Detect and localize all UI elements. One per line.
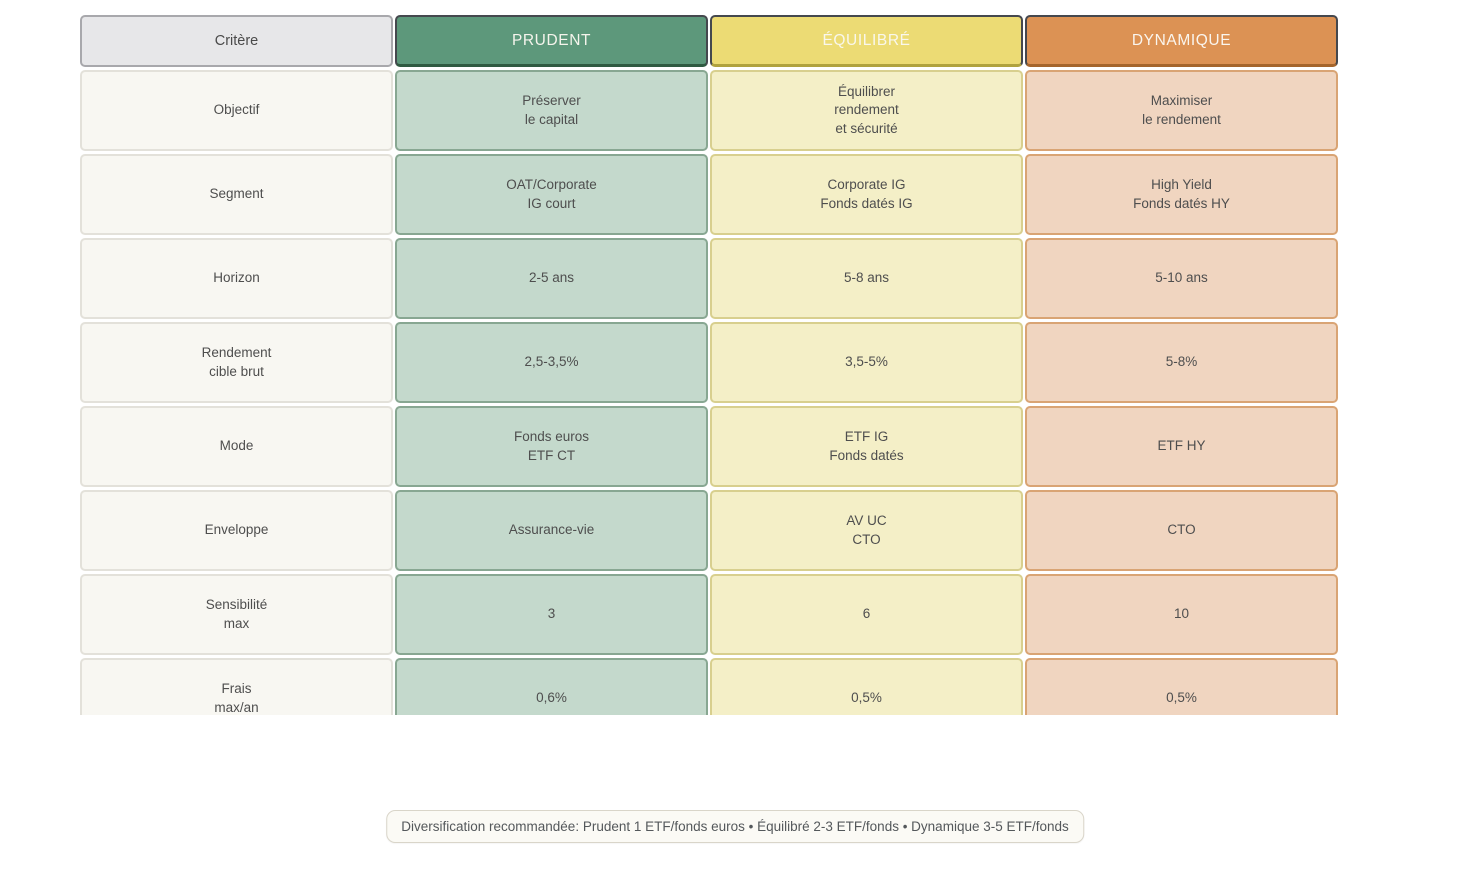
table-row: Frais max/an 0,6% 0,5% 0,5% [80, 658, 1338, 715]
value-cell: Équilibrer rendement et sécurité [710, 70, 1023, 151]
value-cell: 0,5% [710, 658, 1023, 715]
row-label-cell: Mode [80, 406, 393, 487]
column-header-cell: DYNAMIQUE [1025, 15, 1338, 67]
table-row: Sensibilité max 3 6 10 [80, 574, 1338, 655]
value-cell: Fonds euros ETF CT [395, 406, 708, 487]
value-cell: AV UC CTO [710, 490, 1023, 571]
row-label-cell: Enveloppe [80, 490, 393, 571]
value-cell: ETF HY [1025, 406, 1338, 487]
table-row: Rendement cible brut 2,5-3,5% 3,5-5% 5-8% [80, 322, 1338, 403]
comparison-table: Critère PRUDENT ÉQUILIBRÉ DYNAMIQUE Objecti… [78, 12, 1340, 715]
row-label-cell: Segment [80, 154, 393, 235]
value-cell: Assurance-vie [395, 490, 708, 571]
diversification-note-pill: Diversification recommandée: Prudent 1 E… [386, 810, 1084, 843]
value-cell: ETF IG Fonds datés [710, 406, 1023, 487]
row-label-cell: Frais max/an [80, 658, 393, 715]
value-cell: 2,5-3,5% [395, 322, 708, 403]
value-cell: High Yield Fonds datés HY [1025, 154, 1338, 235]
value-cell: Corporate IG Fonds datés IG [710, 154, 1023, 235]
value-cell: 10 [1025, 574, 1338, 655]
value-cell: 3,5-5% [710, 322, 1023, 403]
value-cell: 5-8% [1025, 322, 1338, 403]
comparison-table-clip: Critère PRUDENT ÉQUILIBRÉ DYNAMIQUE Objecti… [78, 12, 1340, 715]
value-cell: 6 [710, 574, 1023, 655]
value-cell: 2-5 ans [395, 238, 708, 319]
value-cell: Maximiser le rendement [1025, 70, 1338, 151]
row-label-cell: Horizon [80, 238, 393, 319]
value-cell: 0,5% [1025, 658, 1338, 715]
row-label-cell: Sensibilité max [80, 574, 393, 655]
value-cell: 5-8 ans [710, 238, 1023, 319]
table-row: Segment OAT/Corporate IG court Corporate I… [80, 154, 1338, 235]
value-cell: 3 [395, 574, 708, 655]
table-row: Objectif Préserver le capital Équilibrer r… [80, 70, 1338, 151]
value-cell: 5-10 ans [1025, 238, 1338, 319]
value-cell: 0,6% [395, 658, 708, 715]
column-header-cell: PRUDENT [395, 15, 708, 67]
table-row: Mode Fonds euros ETF CT ETF IG Fonds datés… [80, 406, 1338, 487]
table-row: Enveloppe Assurance-vie AV UC CTO CTO [80, 490, 1338, 571]
row-label-cell: Rendement cible brut [80, 322, 393, 403]
value-cell: CTO [1025, 490, 1338, 571]
column-header-cell: ÉQUILIBRÉ [710, 15, 1023, 67]
table-row: Horizon 2-5 ans 5-8 ans 5-10 ans [80, 238, 1338, 319]
row-label-cell: Objectif [80, 70, 393, 151]
value-cell: OAT/Corporate IG court [395, 154, 708, 235]
table-header: Critère PRUDENT ÉQUILIBRÉ DYNAMIQUE [80, 15, 1338, 67]
criterion-header-cell: Critère [80, 15, 393, 67]
value-cell: Préserver le capital [395, 70, 708, 151]
